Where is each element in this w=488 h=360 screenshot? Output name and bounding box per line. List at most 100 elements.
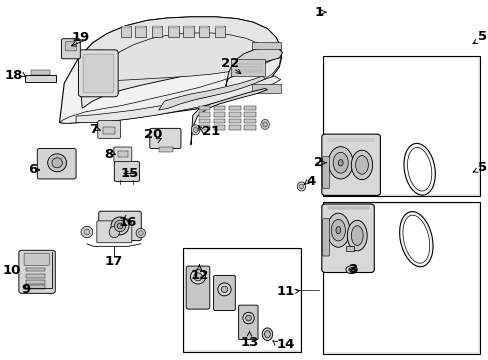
Polygon shape <box>78 17 280 108</box>
Bar <box>345 246 354 251</box>
Polygon shape <box>60 17 281 123</box>
Bar <box>244 112 255 117</box>
Bar <box>26 285 45 289</box>
Bar <box>252 41 280 49</box>
Text: 10: 10 <box>2 264 20 277</box>
FancyBboxPatch shape <box>98 121 120 138</box>
FancyBboxPatch shape <box>65 41 76 51</box>
Ellipse shape <box>190 270 205 284</box>
FancyBboxPatch shape <box>78 50 118 97</box>
Ellipse shape <box>351 226 363 246</box>
Ellipse shape <box>345 266 357 274</box>
Ellipse shape <box>136 228 145 238</box>
Text: 2: 2 <box>313 156 323 169</box>
Ellipse shape <box>260 120 269 130</box>
Ellipse shape <box>109 226 119 238</box>
Bar <box>122 26 130 28</box>
Ellipse shape <box>335 226 340 234</box>
Ellipse shape <box>328 147 352 179</box>
Bar <box>185 250 299 350</box>
Bar <box>323 202 479 354</box>
FancyBboxPatch shape <box>186 266 209 309</box>
FancyBboxPatch shape <box>238 305 258 339</box>
Bar <box>229 106 240 111</box>
Bar <box>199 106 210 111</box>
Ellipse shape <box>326 213 349 247</box>
FancyBboxPatch shape <box>19 250 55 293</box>
Text: 12: 12 <box>190 269 208 282</box>
Polygon shape <box>76 76 280 123</box>
Text: 16: 16 <box>119 216 137 229</box>
Ellipse shape <box>117 223 122 229</box>
Bar <box>244 119 255 123</box>
Bar <box>159 147 173 152</box>
Bar <box>169 26 177 28</box>
Ellipse shape <box>193 127 197 132</box>
Text: 15: 15 <box>121 167 139 180</box>
Bar <box>323 56 479 196</box>
Bar <box>31 70 50 75</box>
Bar <box>252 84 280 93</box>
Ellipse shape <box>243 312 254 324</box>
Text: 9: 9 <box>21 283 30 296</box>
Ellipse shape <box>217 283 231 296</box>
Bar <box>229 112 240 117</box>
Bar <box>183 248 301 352</box>
Bar <box>230 59 264 76</box>
Bar <box>199 119 210 123</box>
Ellipse shape <box>407 148 431 191</box>
Ellipse shape <box>332 152 347 173</box>
FancyBboxPatch shape <box>24 253 49 265</box>
Ellipse shape <box>299 184 303 189</box>
Bar <box>244 125 255 130</box>
Ellipse shape <box>351 150 372 180</box>
Bar <box>168 26 178 37</box>
FancyBboxPatch shape <box>322 219 329 256</box>
Bar <box>26 274 45 278</box>
Text: 19: 19 <box>72 31 90 44</box>
Ellipse shape <box>297 182 305 191</box>
FancyBboxPatch shape <box>37 148 76 179</box>
Text: 6: 6 <box>28 163 38 176</box>
FancyBboxPatch shape <box>321 204 373 273</box>
Ellipse shape <box>245 315 251 321</box>
Ellipse shape <box>403 143 434 195</box>
FancyBboxPatch shape <box>99 211 141 240</box>
Ellipse shape <box>263 122 266 127</box>
Bar <box>103 127 115 134</box>
Bar <box>121 26 131 37</box>
Text: 21: 21 <box>202 125 220 138</box>
Text: 1: 1 <box>313 6 323 19</box>
Bar <box>25 75 56 82</box>
Polygon shape <box>159 76 264 110</box>
Ellipse shape <box>221 286 227 293</box>
Text: 22: 22 <box>220 57 238 69</box>
Ellipse shape <box>346 220 366 251</box>
FancyBboxPatch shape <box>321 134 380 195</box>
Bar <box>199 125 210 130</box>
Bar <box>229 119 240 123</box>
Ellipse shape <box>355 156 367 174</box>
Ellipse shape <box>264 330 270 338</box>
FancyBboxPatch shape <box>213 275 235 311</box>
Bar <box>199 112 210 117</box>
Bar <box>184 26 192 28</box>
Text: 3: 3 <box>347 263 357 276</box>
Bar <box>135 26 145 37</box>
Bar <box>214 112 225 117</box>
Ellipse shape <box>191 125 200 135</box>
Bar <box>214 125 225 130</box>
Polygon shape <box>60 57 280 123</box>
FancyBboxPatch shape <box>97 221 132 243</box>
Ellipse shape <box>193 273 202 281</box>
Text: 17: 17 <box>104 255 123 268</box>
Bar <box>183 26 193 37</box>
Text: 8: 8 <box>104 148 114 161</box>
Bar <box>26 268 45 271</box>
Bar <box>152 26 161 28</box>
Ellipse shape <box>330 220 345 241</box>
Polygon shape <box>225 46 282 86</box>
FancyBboxPatch shape <box>61 39 80 59</box>
Bar <box>214 26 224 37</box>
Ellipse shape <box>114 220 125 231</box>
